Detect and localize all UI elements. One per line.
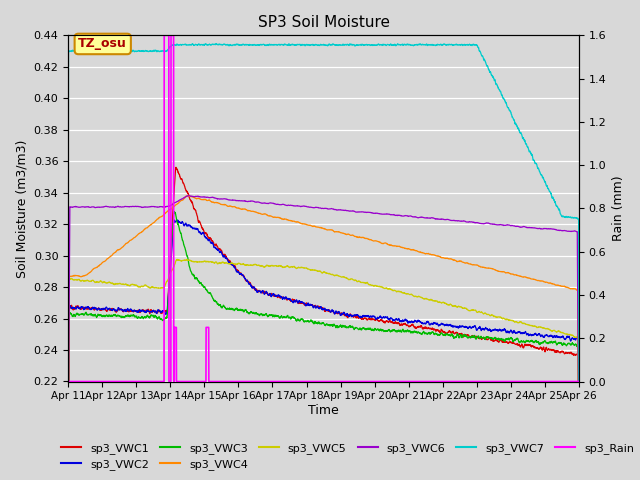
sp3_VWC4	[510, 272, 518, 277]
sp3_VWC3	[153, 314, 161, 320]
sp3_VWC6	[510, 223, 518, 228]
sp3_VWC3	[565, 341, 573, 347]
Line: sp3_VWC4: sp3_VWC4	[68, 196, 579, 480]
sp3_VWC4	[153, 217, 161, 223]
Text: TZ_osu: TZ_osu	[78, 37, 127, 50]
sp3_VWC6	[123, 204, 131, 209]
sp3_VWC3	[171, 209, 179, 215]
sp3_VWC6	[575, 477, 583, 480]
sp3_VWC7	[260, 42, 268, 48]
sp3_VWC6	[64, 464, 72, 470]
sp3_VWC2	[565, 333, 573, 339]
sp3_VWC1	[123, 308, 131, 314]
sp3_Rain	[123, 379, 131, 384]
sp3_VWC7	[510, 117, 518, 123]
sp3_VWC6	[185, 193, 193, 199]
sp3_VWC7	[565, 214, 573, 220]
Y-axis label: Rain (mm): Rain (mm)	[612, 176, 625, 241]
sp3_VWC6	[282, 203, 290, 208]
sp3_VWC6	[565, 228, 573, 234]
sp3_VWC3	[510, 337, 518, 343]
sp3_VWC5	[565, 332, 573, 337]
sp3_VWC2	[260, 291, 268, 297]
Y-axis label: Soil Moisture (m3/m3): Soil Moisture (m3/m3)	[15, 139, 28, 277]
sp3_VWC3	[123, 313, 131, 319]
sp3_Rain	[565, 379, 573, 384]
Line: sp3_VWC7: sp3_VWC7	[68, 44, 579, 422]
sp3_VWC1	[565, 349, 573, 355]
sp3_VWC4	[260, 211, 268, 217]
sp3_Rain	[153, 379, 161, 384]
sp3_VWC5	[123, 281, 131, 287]
sp3_VWC5	[173, 256, 181, 262]
sp3_VWC2	[510, 328, 518, 334]
sp3_VWC6	[153, 204, 161, 210]
sp3_Rain	[575, 379, 583, 384]
Line: sp3_VWC6: sp3_VWC6	[68, 196, 579, 480]
sp3_VWC5	[153, 285, 161, 291]
sp3_VWC1	[260, 289, 268, 295]
Line: sp3_VWC2: sp3_VWC2	[68, 220, 579, 480]
sp3_Rain	[64, 379, 72, 384]
sp3_VWC2	[123, 308, 131, 314]
sp3_Rain	[161, 33, 168, 38]
sp3_VWC2	[153, 311, 161, 316]
sp3_VWC7	[153, 48, 161, 54]
sp3_VWC1	[282, 296, 290, 302]
sp3_VWC3	[260, 312, 268, 318]
sp3_VWC3	[282, 315, 290, 321]
sp3_VWC1	[510, 340, 518, 346]
sp3_VWC2	[170, 217, 178, 223]
Line: sp3_VWC3: sp3_VWC3	[68, 212, 579, 480]
sp3_VWC5	[510, 319, 518, 324]
sp3_Rain	[260, 379, 268, 384]
sp3_VWC7	[282, 42, 290, 48]
Line: sp3_Rain: sp3_Rain	[68, 36, 579, 382]
sp3_VWC5	[282, 264, 290, 269]
sp3_VWC7	[64, 318, 72, 324]
sp3_VWC6	[260, 200, 268, 206]
sp3_VWC2	[282, 295, 290, 301]
X-axis label: Time: Time	[308, 404, 339, 417]
sp3_VWC4	[184, 193, 191, 199]
sp3_VWC1	[172, 165, 180, 170]
sp3_VWC7	[575, 420, 583, 425]
sp3_VWC1	[153, 310, 161, 315]
sp3_VWC4	[123, 240, 131, 246]
Line: sp3_VWC1: sp3_VWC1	[68, 168, 579, 480]
sp3_Rain	[282, 379, 290, 384]
sp3_Rain	[510, 379, 518, 384]
Line: sp3_VWC5: sp3_VWC5	[68, 259, 579, 480]
Title: SP3 Soil Moisture: SP3 Soil Moisture	[257, 15, 390, 30]
Legend: sp3_VWC1, sp3_VWC2, sp3_VWC3, sp3_VWC4, sp3_VWC5, sp3_VWC6, sp3_VWC7, sp3_Rain: sp3_VWC1, sp3_VWC2, sp3_VWC3, sp3_VWC4, …	[57, 438, 639, 474]
sp3_VWC7	[189, 41, 196, 47]
sp3_VWC7	[123, 48, 131, 54]
sp3_VWC5	[260, 264, 268, 270]
sp3_VWC4	[282, 216, 290, 222]
sp3_VWC4	[565, 285, 573, 291]
